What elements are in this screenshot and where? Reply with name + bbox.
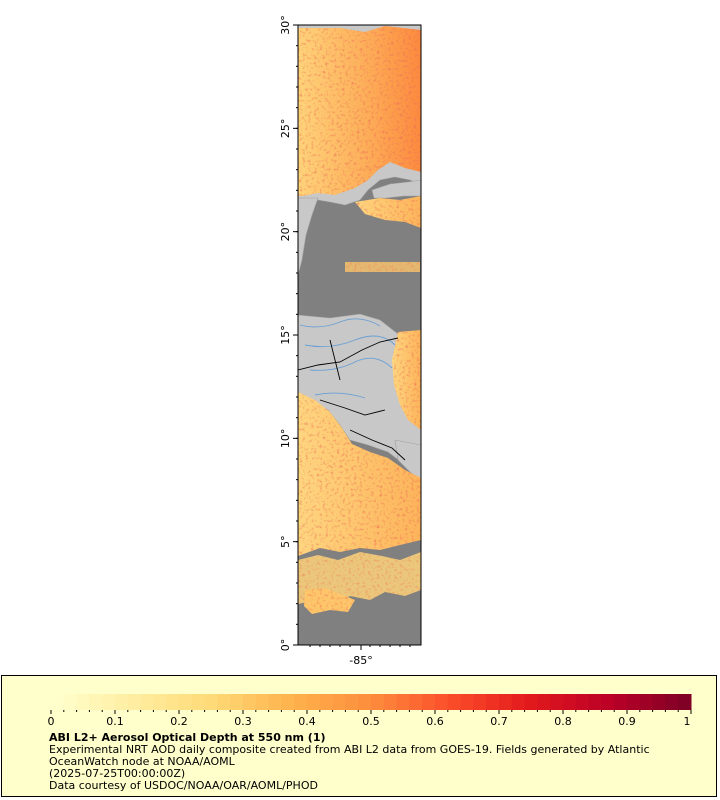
aod-patch-central [345, 262, 420, 272]
colorbar-swatch [204, 694, 218, 710]
longitude-axis: -85° [309, 645, 411, 667]
colorbar-tick-label: 1 [684, 715, 691, 726]
lat-tick-label: 20° [279, 222, 292, 242]
colorbar-swatch [511, 694, 526, 710]
colorbar-swatch [627, 694, 641, 710]
aod-field-gulf-east [355, 196, 421, 228]
colorbar-swatch [63, 694, 78, 710]
aod-patch-south-small [304, 588, 355, 614]
colorbar-tick-label: 0.1 [106, 715, 124, 726]
map-area: 30° 25° 20° 15° 10° 5° 0° -85° [279, 15, 422, 667]
colorbar-swatch [319, 694, 334, 710]
colorbar-swatch [678, 694, 692, 710]
colorbar-swatch [166, 694, 180, 710]
colorbar-swatch [358, 694, 372, 710]
colorbar-swatch [371, 694, 385, 710]
colorbar-swatch [51, 694, 65, 710]
colorbar-swatch [639, 694, 654, 710]
legend-panel: 0 0.1 0.2 0.3 0.4 0.5 0.6 0.7 0.8 0.9 1 ABI L2+ Ae… [1, 675, 717, 797]
colorbar-swatch [422, 694, 436, 710]
colorbar-tick-label: 0.4 [298, 715, 316, 726]
lat-tick-label: 5° [279, 535, 292, 548]
colorbar-swatch [601, 694, 615, 710]
aod-field-caribbean-east [392, 330, 421, 430]
colorbar-swatch [281, 694, 295, 710]
colorbar-swatch [243, 694, 257, 710]
colorbar-swatch [255, 694, 270, 710]
country-borders [298, 337, 406, 461]
colorbar-tick-label: 0.9 [618, 715, 636, 726]
land-mexico-yucatan [298, 197, 319, 276]
colorbar-swatch [588, 694, 602, 710]
colorbar-swatch [409, 694, 423, 710]
colorbar-tick-label: 0 [48, 715, 55, 726]
colorbar-swatch [575, 694, 590, 710]
aod-field-pacific [298, 392, 421, 556]
colorbar-swatch [473, 694, 487, 710]
colorbar-swatch [499, 694, 513, 710]
colorbar-swatch [294, 694, 308, 710]
colorbar-tick-label: 0.5 [362, 715, 380, 726]
colorbar-swatch [486, 694, 500, 710]
lat-tick-label: 15° [279, 325, 292, 345]
colorbar-swatch [447, 694, 462, 710]
colorbar-swatch [153, 694, 167, 710]
colorbar-swatch [396, 694, 410, 710]
colorbar-swatch [307, 694, 321, 710]
lon-tick-label: -85° [349, 654, 372, 667]
colorbar-swatch [268, 694, 282, 710]
colorbar-swatch [127, 694, 142, 710]
colorbar-swatch [345, 694, 359, 710]
colorbar-swatch [332, 694, 346, 710]
colorbar-swatch [652, 694, 666, 710]
legend-credit: Data courtesy of USDOC/NOAA/OAR/AOML/PHO… [49, 779, 318, 792]
legend-title: ABI L2+ Aerosol Optical Depth at 550 nm … [49, 731, 326, 744]
lat-tick-label: 30° [279, 15, 292, 35]
colorbar-swatch [524, 694, 538, 710]
colorbar-swatch [563, 694, 577, 710]
latitude-axis: 30° 25° 20° 15° 10° 5° 0° [279, 15, 298, 651]
legend-date: (2025-07-25T00:00:00Z) [49, 767, 186, 780]
colorbar-swatch [230, 694, 244, 710]
colorbar-swatch [76, 694, 90, 710]
colorbar-swatch [89, 694, 103, 710]
colorbar-swatch [179, 694, 193, 710]
colorbar-swatch [435, 694, 449, 710]
colorbar-swatch [460, 694, 474, 710]
colorbar-swatch [102, 694, 116, 710]
colorbar-swatch [383, 694, 398, 710]
colorbar-tick-label: 0.2 [170, 715, 188, 726]
land-cuba [371, 179, 421, 199]
rivers [299, 318, 396, 399]
colorbar-swatch [115, 694, 129, 710]
colorbar-tick-label: 0.3 [234, 715, 252, 726]
lat-tick-label: 0° [279, 639, 292, 652]
colorbar-tick-label: 0.7 [490, 715, 508, 726]
colorbar-tick-label: 0.8 [554, 715, 572, 726]
colorbar-swatch [537, 694, 551, 710]
aod-colorbar: 0 0.1 0.2 0.3 0.4 0.5 0.6 0.7 0.8 0.9 1 [48, 694, 692, 726]
colorbar-swatch [614, 694, 628, 710]
lat-tick-label: 25° [279, 119, 292, 139]
legend-description-line2: OceanWatch node at NOAA/AOML [49, 755, 235, 768]
colorbar-tick-label: 0.6 [426, 715, 444, 726]
colorbar-swatch [140, 694, 154, 710]
colorbar-swatch [217, 694, 231, 710]
lat-tick-label: 10° [279, 429, 292, 449]
colorbar-swatch [665, 694, 679, 710]
colorbar-swatch [550, 694, 564, 710]
aod-field-north [298, 26, 421, 196]
aod-map: 30° 25° 20° 15° 10° 5° 0° -85° [279, 15, 422, 667]
colorbar-swatch [191, 694, 206, 710]
legend-description: Experimental NRT AOD daily composite cre… [49, 743, 650, 756]
